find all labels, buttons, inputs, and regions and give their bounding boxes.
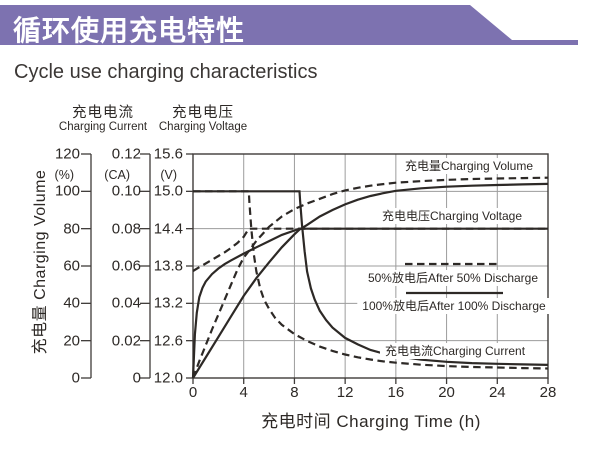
voltage-tick-label: 15.0 <box>153 182 183 200</box>
page-subtitle: Cycle use charging characteristics <box>14 61 318 83</box>
voltage-tick-label: 12.6 <box>153 332 183 350</box>
voltage-axis-header-cn: 充电电压 <box>172 105 234 121</box>
current-tick-label: 0.10 <box>111 182 141 200</box>
volume-axis-title-cn: 充电量 <box>32 304 49 355</box>
label-charging-voltage: 充电电压Charging Voltage <box>376 208 528 224</box>
voltage-tick-label: 13.8 <box>153 257 183 275</box>
voltage-tick-label: 15.6 <box>153 145 183 163</box>
voltage-axis-header: 充电电压 Charging Voltage <box>145 105 261 134</box>
volume-tick-label: 120 <box>54 145 80 163</box>
voltage-axis-header-en: Charging Voltage <box>158 121 248 134</box>
current-axis-header-cn: 充电电流 <box>72 105 134 121</box>
volume-axis-title-en: Charging Volume <box>32 169 49 300</box>
current-axis-header-en: Charging Current <box>58 121 148 134</box>
current-axis-header: 充电电流 Charging Current <box>40 105 166 134</box>
x-tick-label: 4 <box>239 384 248 401</box>
curve-current-dashed <box>193 190 549 370</box>
x-tick-label: 28 <box>539 384 557 401</box>
volume-axis-title: 充电量 Charging Volume <box>26 170 50 355</box>
volume-tick-label: 100 <box>54 182 80 200</box>
curve-voltage-dashed <box>192 227 548 272</box>
x-tick-label: 0 <box>188 384 198 401</box>
x-tick-label: 12 <box>336 384 354 401</box>
voltage-tick-label: 13.2 <box>153 294 183 312</box>
voltage-tick-label: 12.0 <box>153 369 183 387</box>
curve-volume-dashed <box>191 176 549 379</box>
current-tick-label: 0 <box>132 369 141 387</box>
volume-tick-label: 80 <box>63 220 80 238</box>
volume-tick-label: 60 <box>63 257 80 275</box>
x-tick-label: 24 <box>488 384 506 401</box>
label-charging-volume: 充电量Charging Volume <box>399 158 539 174</box>
current-tick-label: 0.08 <box>111 220 141 238</box>
legend-label-100-discharge: 100%放电后After 100% Discharge <box>357 298 551 314</box>
current-tick-label: 0.02 <box>111 332 141 350</box>
volume-unit-label: (%) <box>54 168 74 182</box>
legend-label-50-discharge: 50%放电后After 50% Discharge <box>362 270 544 286</box>
x-tick-label: 8 <box>290 384 299 401</box>
current-unit-label: (CA) <box>104 168 130 182</box>
x-tick-label: 16 <box>387 384 405 401</box>
x-tick-label: 20 <box>438 384 455 401</box>
label-charging-current: 充电电流Charging Current <box>379 343 531 359</box>
page-title: 循环使用充电特性 <box>13 15 246 46</box>
current-tick-label: 0.12 <box>111 145 141 163</box>
curve-voltage-solid <box>191 227 548 379</box>
curve-volume-solid <box>192 182 549 379</box>
volume-tick-label: 20 <box>63 332 80 350</box>
volume-tick-label: 40 <box>63 294 80 312</box>
curve-current-solid <box>193 190 549 366</box>
current-tick-label: 0.04 <box>111 294 141 312</box>
current-tick-label: 0.06 <box>111 257 141 275</box>
x-axis-title: 充电时间 Charging Time (h) <box>261 412 481 431</box>
voltage-unit-label: (V) <box>160 168 177 182</box>
voltage-tick-label: 14.4 <box>153 220 183 238</box>
volume-tick-label: 0 <box>71 369 80 387</box>
